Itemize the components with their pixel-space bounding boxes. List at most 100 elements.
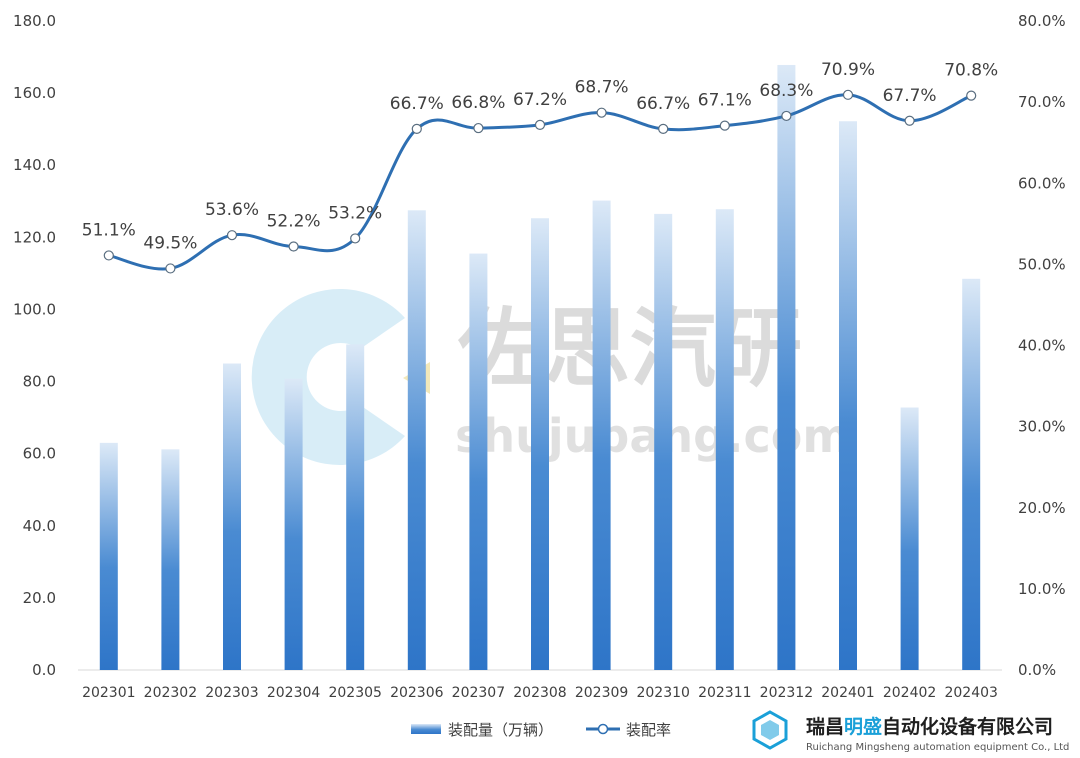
line-point (165, 263, 176, 274)
company-name-cn: 瑞昌明盛自动化设备有限公司 (806, 715, 1053, 738)
line-point (534, 119, 546, 130)
right-axis-tick-label: 10.0% (1018, 580, 1066, 598)
series-line (108, 93, 972, 271)
bar (592, 200, 611, 670)
bar (962, 278, 981, 670)
line-data-label: 66.7% (636, 94, 690, 114)
legend-line-label: 装配率 (626, 721, 671, 739)
left-axis-tick-label: 0.0 (32, 661, 56, 679)
line-point (411, 123, 422, 134)
bar (531, 218, 549, 671)
company-logo-icon (752, 710, 788, 750)
x-axis-tick-label: 202311 (698, 685, 751, 701)
right-axis-tick-label: 40.0% (1018, 337, 1066, 355)
left-axis-tick-label: 60.0 (23, 445, 56, 463)
right-axis-tick-label: 60.0% (1018, 174, 1066, 192)
line-point (719, 120, 730, 131)
line-data-label: 66.7% (390, 94, 444, 114)
right-axis-tick-label: 30.0% (1018, 418, 1066, 436)
line-data-label: 49.5% (143, 233, 197, 253)
legend: 装配量（万辆） 装配率 (411, 721, 671, 739)
line-data-label: 66.8% (451, 93, 505, 113)
line-data-label: 67.7% (883, 86, 937, 106)
left-axis-tick-label: 120.0 (13, 228, 56, 246)
line-point (842, 89, 854, 100)
left-axis-tick-label: 100.0 (13, 300, 56, 318)
x-axis-tick-label: 202402 (883, 685, 936, 701)
line-point (226, 230, 238, 241)
legend-bar-label: 装配量（万辆） (448, 721, 553, 739)
legend-line-marker (597, 723, 609, 735)
bar (839, 121, 857, 671)
line-data-label: 51.1% (82, 220, 136, 240)
right-axis: 0.0% 10.0% 20.0% 30.0% 40.0% 50.0% 60.0% 70.0% 8… (1018, 12, 1066, 679)
right-axis-tick-label: 50.0% (1018, 255, 1066, 273)
x-axis-tick-label: 202308 (513, 685, 566, 701)
line-point (473, 122, 484, 134)
x-axis-tick-label: 202310 (636, 685, 689, 701)
left-axis-tick-label: 160.0 (13, 84, 56, 102)
line-series (103, 89, 977, 274)
watermark-text-cn: 佐思汽研 (457, 299, 802, 399)
x-axis-tick-label: 202403 (944, 685, 997, 701)
bar (715, 209, 734, 670)
line-point (904, 115, 915, 126)
left-axis-tick-label: 80.0 (23, 373, 56, 391)
line-data-label: 70.9% (821, 60, 875, 80)
bar (284, 378, 303, 670)
left-axis-tick-label: 180.0 (13, 12, 56, 30)
line-data-label: 68.3% (759, 81, 813, 101)
line-data-label: 67.1% (698, 91, 752, 111)
bar (407, 210, 426, 670)
bar (161, 449, 180, 670)
line-data-labels: 51.1% 49.5% 53.6% 52.2% 53.2% 66.7% 66.8% 67.2%… (82, 60, 998, 254)
bar (900, 407, 919, 670)
bar (99, 442, 118, 670)
x-axis-tick-label: 202304 (267, 685, 321, 701)
x-axis-tick-label: 202302 (144, 685, 197, 701)
right-axis-tick-label: 70.0% (1018, 93, 1066, 111)
x-axis-tick-label: 202303 (205, 685, 258, 701)
x-axis-tick-label: 202307 (452, 685, 505, 701)
bar-series (99, 64, 981, 671)
right-axis-tick-label: 20.0% (1018, 499, 1066, 517)
bar (777, 64, 796, 670)
watermark: 佐思汽研 shujubang.com (251, 289, 850, 466)
bar (469, 253, 488, 670)
x-axis-tick-label: 202301 (82, 685, 135, 701)
left-axis-tick-label: 20.0 (23, 589, 56, 607)
x-axis-tick-label: 202401 (821, 685, 874, 701)
line-point (966, 90, 977, 101)
bar (346, 344, 365, 670)
line-point (596, 107, 607, 118)
company-name-en: Ruichang Mingsheng automation equipment … (806, 742, 1069, 753)
right-axis-tick-label: 80.0% (1018, 12, 1066, 30)
line-data-label: 68.7% (575, 78, 629, 98)
x-axis-tick-label: 202306 (390, 685, 444, 701)
right-axis-tick-label: 0.0% (1018, 661, 1056, 679)
line-point (288, 241, 299, 252)
bar (223, 363, 241, 670)
line-data-label: 53.6% (205, 200, 259, 220)
line-data-label: 52.2% (267, 212, 321, 232)
line-point (781, 110, 792, 122)
left-axis-tick-label: 40.0 (23, 517, 56, 535)
watermark-logo-icon (251, 289, 405, 466)
x-axis-tick-label: 202309 (575, 685, 628, 701)
line-data-label: 70.8% (944, 61, 998, 81)
x-axis: 202301 202302 202303 202304 202305 202306 2023… (82, 685, 998, 701)
left-axis-tick-label: 140.0 (13, 156, 56, 174)
line-point (658, 123, 669, 134)
line-point (350, 233, 361, 244)
x-axis-tick-label: 202305 (328, 685, 381, 701)
left-axis: 0.0 20.0 40.0 60.0 80.0 100.0 120.0 140.0 160.0 1… (13, 12, 56, 679)
line-data-label: 67.2% (513, 90, 567, 110)
company-branding: 瑞昌明盛自动化设备有限公司 Ruichang Mingsheng automat… (752, 710, 1069, 753)
line-data-label: 53.2% (328, 203, 382, 223)
bar (654, 213, 673, 670)
x-axis-tick-label: 202312 (760, 685, 813, 701)
legend-bar-swatch (411, 724, 441, 734)
line-point (103, 250, 114, 261)
